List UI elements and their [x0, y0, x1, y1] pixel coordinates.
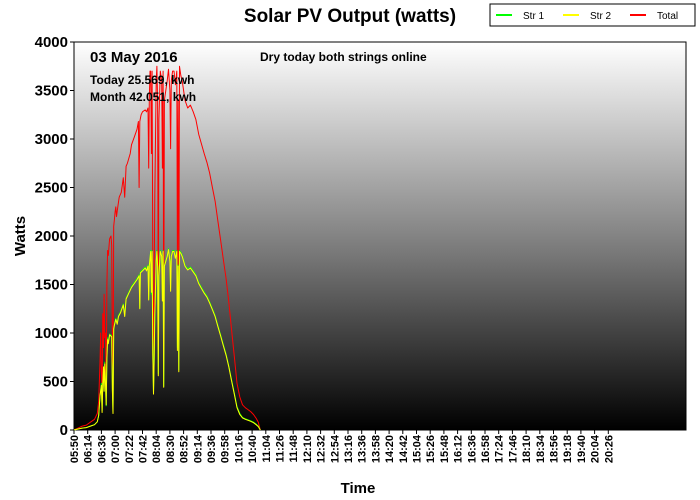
- x-tick-label: 12:54: [329, 434, 341, 463]
- x-tick-label: 13:58: [370, 435, 382, 463]
- x-tick-label: 11:26: [275, 435, 287, 463]
- y-axis-label: Watts: [12, 216, 29, 256]
- x-tick-label: 07:42: [138, 435, 150, 463]
- x-axis-label: Time: [341, 480, 376, 497]
- x-tick-label: 19:18: [562, 435, 574, 463]
- series-line-total: [73, 65, 261, 431]
- x-tick-label: 07:22: [124, 435, 136, 463]
- legend-label-str1: Str 1: [523, 11, 545, 22]
- x-tick-label: 05:50: [69, 435, 81, 463]
- x-tick-label: 15:26: [425, 435, 437, 463]
- y-tick-label: 1500: [35, 277, 68, 294]
- x-tick-label: 10:16: [233, 435, 245, 463]
- legend-label-total: Total: [657, 11, 678, 22]
- x-tick-label: 16:36: [466, 435, 478, 463]
- x-tick-label: 13:16: [343, 435, 355, 463]
- month-annotation: Month 42.051, kwh: [90, 90, 196, 104]
- chart-title: Solar PV Output (watts): [244, 6, 456, 27]
- x-tick-label: 09:58: [220, 435, 232, 463]
- x-tick-label: 15:48: [439, 435, 451, 463]
- x-tick-label: 17:46: [507, 435, 519, 463]
- legend-label-str2: Str 2: [590, 11, 612, 22]
- y-tick-label: 1000: [35, 325, 68, 342]
- x-tick-label: 16:12: [453, 435, 465, 463]
- plot-area: [73, 41, 687, 431]
- series-line-str-2: [73, 249, 261, 431]
- date-annotation: 03 May 2016: [90, 49, 178, 66]
- today-annotation: Today 25.569, kwh: [90, 73, 195, 87]
- y-tick-label: 3500: [35, 83, 68, 100]
- x-tick-label: 11:04: [261, 434, 273, 462]
- x-tick-label: 07:00: [110, 435, 122, 463]
- x-tick-label: 18:56: [549, 435, 561, 463]
- x-axis: 05:50 06:14 06:36 07:00 07:22 07:42 08:04 08:30…: [69, 430, 615, 463]
- x-tick-label: 19:40: [576, 435, 588, 463]
- x-tick-label: 08:04: [151, 434, 163, 463]
- x-tick-label: 20:26: [603, 435, 615, 463]
- y-tick-label: 4000: [35, 34, 68, 51]
- x-tick-label: 18:10: [521, 435, 533, 463]
- y-tick-label: 2000: [35, 228, 68, 245]
- x-tick-label: 10:40: [247, 435, 259, 463]
- x-tick-label: 20:04: [590, 434, 602, 463]
- x-tick-label: 18:34: [535, 434, 547, 463]
- note-annotation: Dry today both strings online: [260, 50, 427, 64]
- x-tick-label: 13:36: [357, 435, 369, 463]
- x-tick-label: 17:24: [494, 434, 506, 463]
- x-tick-label: 09:14: [192, 434, 204, 463]
- y-tick-label: 0: [60, 422, 68, 439]
- x-tick-label: 14:20: [384, 435, 396, 463]
- series-layer: [73, 65, 261, 431]
- x-tick-label: 12:10: [302, 435, 314, 463]
- x-tick-label: 14:42: [398, 435, 410, 463]
- legend: Str 1 Str 2 Total: [489, 3, 696, 27]
- y-tick-label: 2500: [35, 180, 68, 197]
- x-tick-label: 15:04: [412, 434, 424, 463]
- x-tick-label: 06:36: [96, 435, 108, 463]
- x-tick-label: 16:58: [480, 435, 492, 463]
- y-tick-label: 500: [43, 374, 68, 391]
- y-tick-label: 3000: [35, 131, 68, 148]
- y-axis: 0 500 1000 1500 2000 2500 3000 3500 4000: [35, 34, 74, 439]
- x-tick-label: 08:30: [165, 435, 177, 463]
- legend-box: [489, 3, 696, 27]
- x-tick-label: 12:32: [316, 435, 328, 463]
- x-tick-label: 08:52: [179, 435, 191, 463]
- x-tick-label: 06:14: [83, 434, 95, 463]
- x-tick-label: 11:48: [288, 435, 300, 463]
- x-tick-label: 09:36: [206, 435, 218, 463]
